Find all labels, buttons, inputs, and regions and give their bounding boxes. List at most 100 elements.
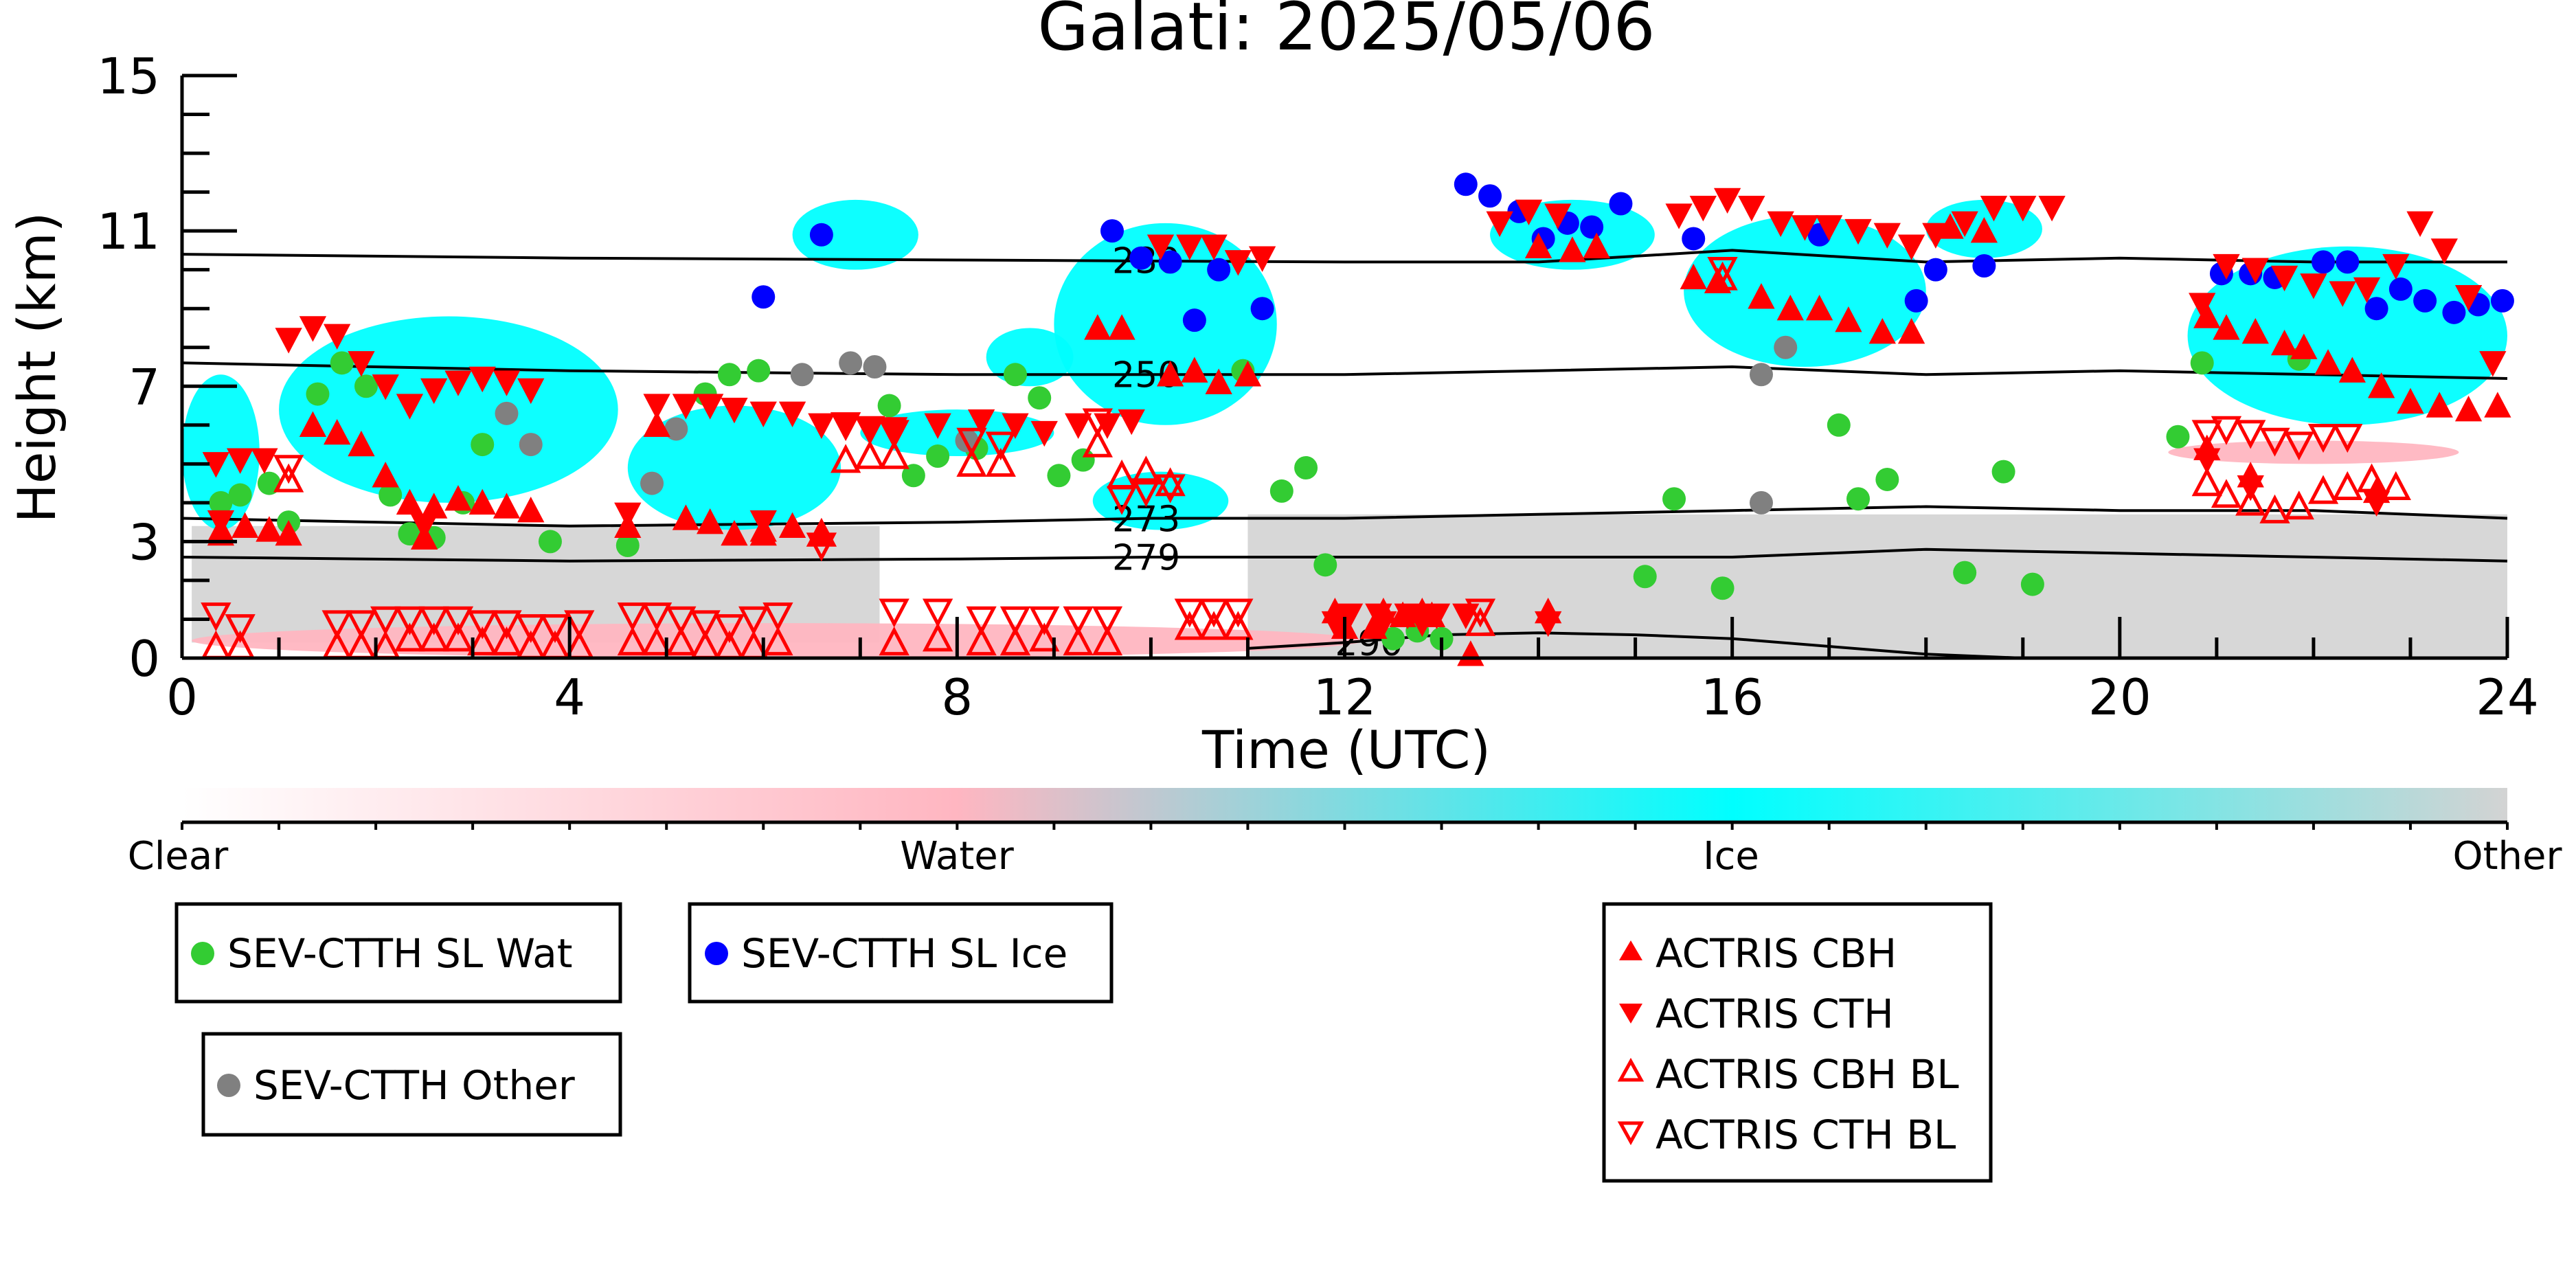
data-marker [1082, 428, 1113, 457]
data-marker [2241, 258, 2269, 284]
data-marker [643, 411, 670, 437]
data-marker [672, 504, 700, 530]
data-marker [1146, 234, 1175, 260]
data-marker [1321, 611, 1349, 637]
cloud-mask-layer [182, 199, 2507, 658]
data-point [209, 490, 233, 515]
data-marker [1707, 261, 1738, 291]
data-marker [1980, 196, 2008, 222]
data-marker [697, 508, 724, 534]
data-point [1749, 490, 1773, 515]
data-marker [372, 462, 399, 488]
data-point [1313, 553, 1337, 577]
legend-sev-ice: SEV-CTTH SL Ice [688, 902, 1114, 1004]
data-point [1580, 215, 1604, 239]
data-marker [1897, 317, 1925, 344]
data-marker [1002, 413, 1029, 439]
data-marker [442, 606, 474, 635]
data-marker [1224, 250, 1252, 276]
data-marker [442, 622, 474, 652]
legend-label-sev-ice: SEV-CTTH SL Ice [741, 930, 1067, 977]
data-marker [1248, 246, 1276, 272]
data-marker [468, 366, 496, 393]
data-marker [2300, 273, 2327, 300]
data-marker [617, 602, 648, 632]
series-2 [495, 335, 1798, 515]
data-marker [690, 610, 721, 640]
data-point [1129, 246, 1153, 270]
data-marker [1922, 223, 1950, 249]
data-point [790, 363, 814, 387]
data-marker [2283, 490, 2314, 520]
legend-marker-actris-cbh-bl [1617, 1057, 1645, 1082]
data-point [495, 401, 519, 425]
data-marker [1223, 611, 1254, 640]
data-point [354, 374, 378, 398]
data-marker [1707, 256, 1738, 286]
data-marker [2270, 329, 2298, 356]
data-marker [372, 374, 399, 400]
legend-label-sev-other: SEV-CTTH Other [253, 1062, 575, 1109]
marker-layer [201, 172, 2514, 666]
data-point [615, 534, 640, 558]
data-marker [1535, 611, 1562, 637]
axes: 0 3 7 11 15 0 4 8 12 16 20 24 [97, 47, 2538, 726]
data-marker [207, 510, 235, 536]
data-marker [922, 598, 953, 628]
data-point [228, 483, 252, 507]
data-marker [1205, 368, 1232, 394]
legend-marker-actris-cth-bl [1617, 1121, 1645, 1146]
data-marker [2283, 431, 2314, 461]
data-marker [1868, 317, 1896, 344]
data-marker [2235, 420, 2266, 449]
data-marker [1200, 234, 1228, 260]
data-marker [324, 324, 351, 350]
data-marker [1665, 203, 1693, 229]
data-marker [2211, 416, 2242, 445]
data-marker [491, 626, 522, 656]
data-marker [1844, 218, 1872, 245]
data-marker [1106, 486, 1138, 515]
data-marker [202, 452, 230, 478]
data-point [1269, 479, 1293, 503]
data-marker [2191, 420, 2222, 449]
data-marker [806, 532, 837, 562]
data-point [2490, 289, 2514, 313]
data-point [1207, 258, 1231, 282]
data-point [1875, 467, 1899, 491]
data-marker [855, 440, 885, 469]
data-marker [749, 510, 777, 536]
contour-label: 279 [1112, 538, 1180, 579]
data-marker [762, 602, 793, 632]
data-point [809, 223, 833, 247]
contour-line [181, 249, 2507, 264]
data-marker [1873, 223, 1901, 249]
data-marker [273, 455, 304, 484]
data-marker [1108, 314, 1136, 340]
data-point [330, 351, 354, 375]
data-marker [1583, 232, 1610, 258]
data-point [717, 363, 741, 387]
data-marker [2259, 427, 2290, 457]
data-marker [697, 394, 724, 420]
data-marker [348, 351, 375, 377]
data-marker [2332, 471, 2363, 500]
data-marker [1524, 232, 1552, 258]
cloud-region [1684, 215, 1926, 367]
data-marker [321, 610, 352, 640]
series-6 [201, 256, 2363, 644]
data-marker [2241, 317, 2269, 344]
x-tick-label: 12 [1313, 668, 1377, 726]
legend-label-actris-cbh: ACTRIS CBH [1656, 930, 1897, 977]
data-marker [2235, 486, 2266, 516]
data-marker [2329, 281, 2356, 307]
data-marker [324, 418, 351, 445]
data-point [1003, 363, 1027, 387]
data-marker [1816, 215, 1843, 241]
data-marker [396, 488, 424, 515]
data-marker [1776, 295, 1804, 321]
data-marker [1155, 474, 1186, 504]
data-marker [256, 516, 283, 542]
data-marker [1176, 234, 1204, 260]
data-marker [1738, 196, 1765, 222]
